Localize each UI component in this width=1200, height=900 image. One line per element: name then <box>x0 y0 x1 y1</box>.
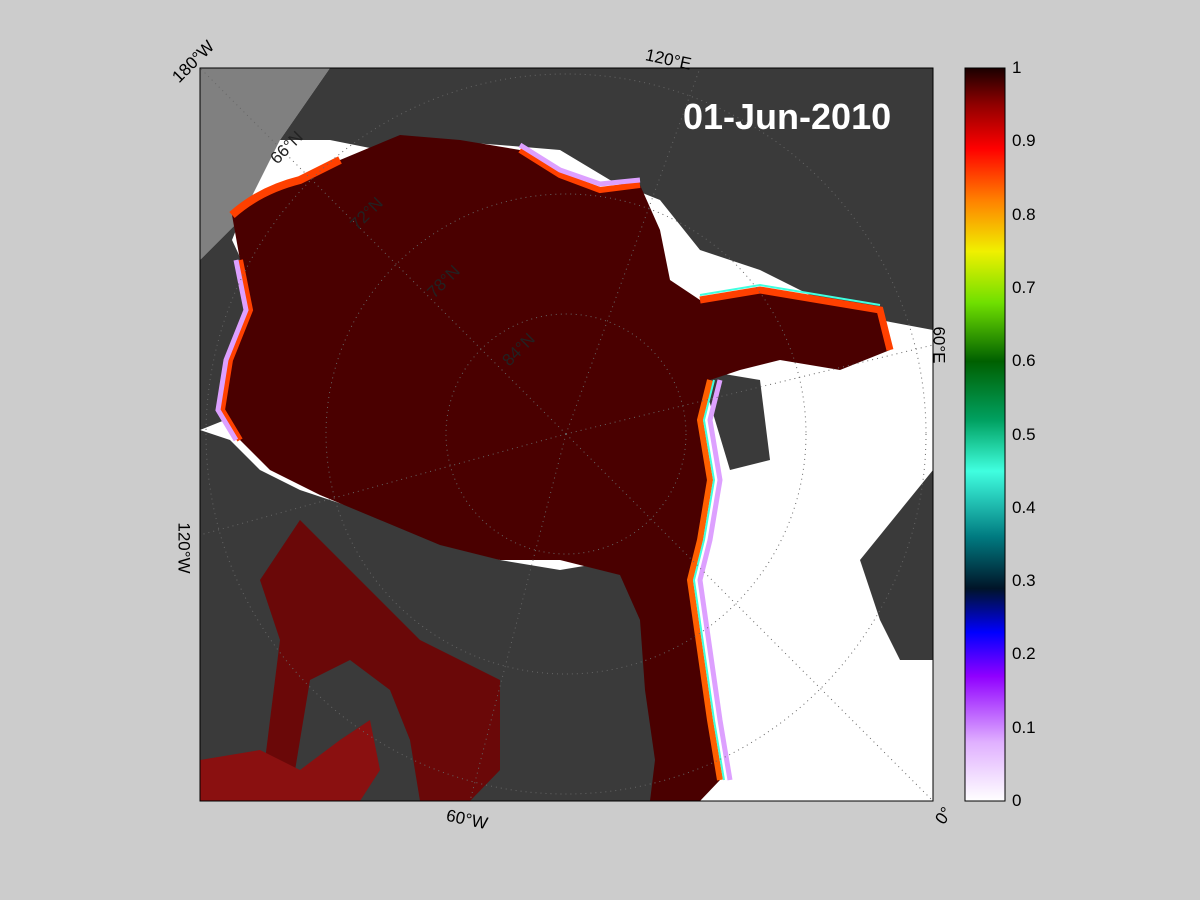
colorbar-tick-label: 0.2 <box>1012 644 1036 664</box>
scandinavia-land <box>860 470 933 660</box>
eurasia-land <box>280 68 933 330</box>
graticule <box>200 68 933 801</box>
colorbar-tick-label: 0.3 <box>1012 571 1036 591</box>
colorbar-tick-label: 0.6 <box>1012 351 1036 371</box>
colorbar-tick-label: 0.8 <box>1012 204 1036 224</box>
colorbar <box>964 67 1006 802</box>
north-america-land <box>200 430 700 801</box>
lon-label-120w: 120°W <box>174 522 194 574</box>
colorbar-tick-label: 0.5 <box>1012 424 1036 444</box>
colorbar-tick-label: 1 <box>1012 58 1022 77</box>
baffin-ice <box>200 720 380 801</box>
colorbar-tick-label: 0.9 <box>1012 131 1036 151</box>
archipelago-ice <box>260 520 500 801</box>
map-area <box>200 68 933 801</box>
sea-ice-pack <box>222 135 890 801</box>
colorbar-tick-label: 0 <box>1012 791 1022 810</box>
colorbar-tick-label: 0.7 <box>1012 277 1036 297</box>
date-label: 01-Jun-2010 <box>683 96 892 137</box>
lon-label-60e: 60°E <box>929 326 949 364</box>
colorbar-tick-label: 0.1 <box>1012 717 1036 737</box>
colorbar-tick-label: 0.4 <box>1012 497 1036 517</box>
map-border <box>199 67 934 802</box>
